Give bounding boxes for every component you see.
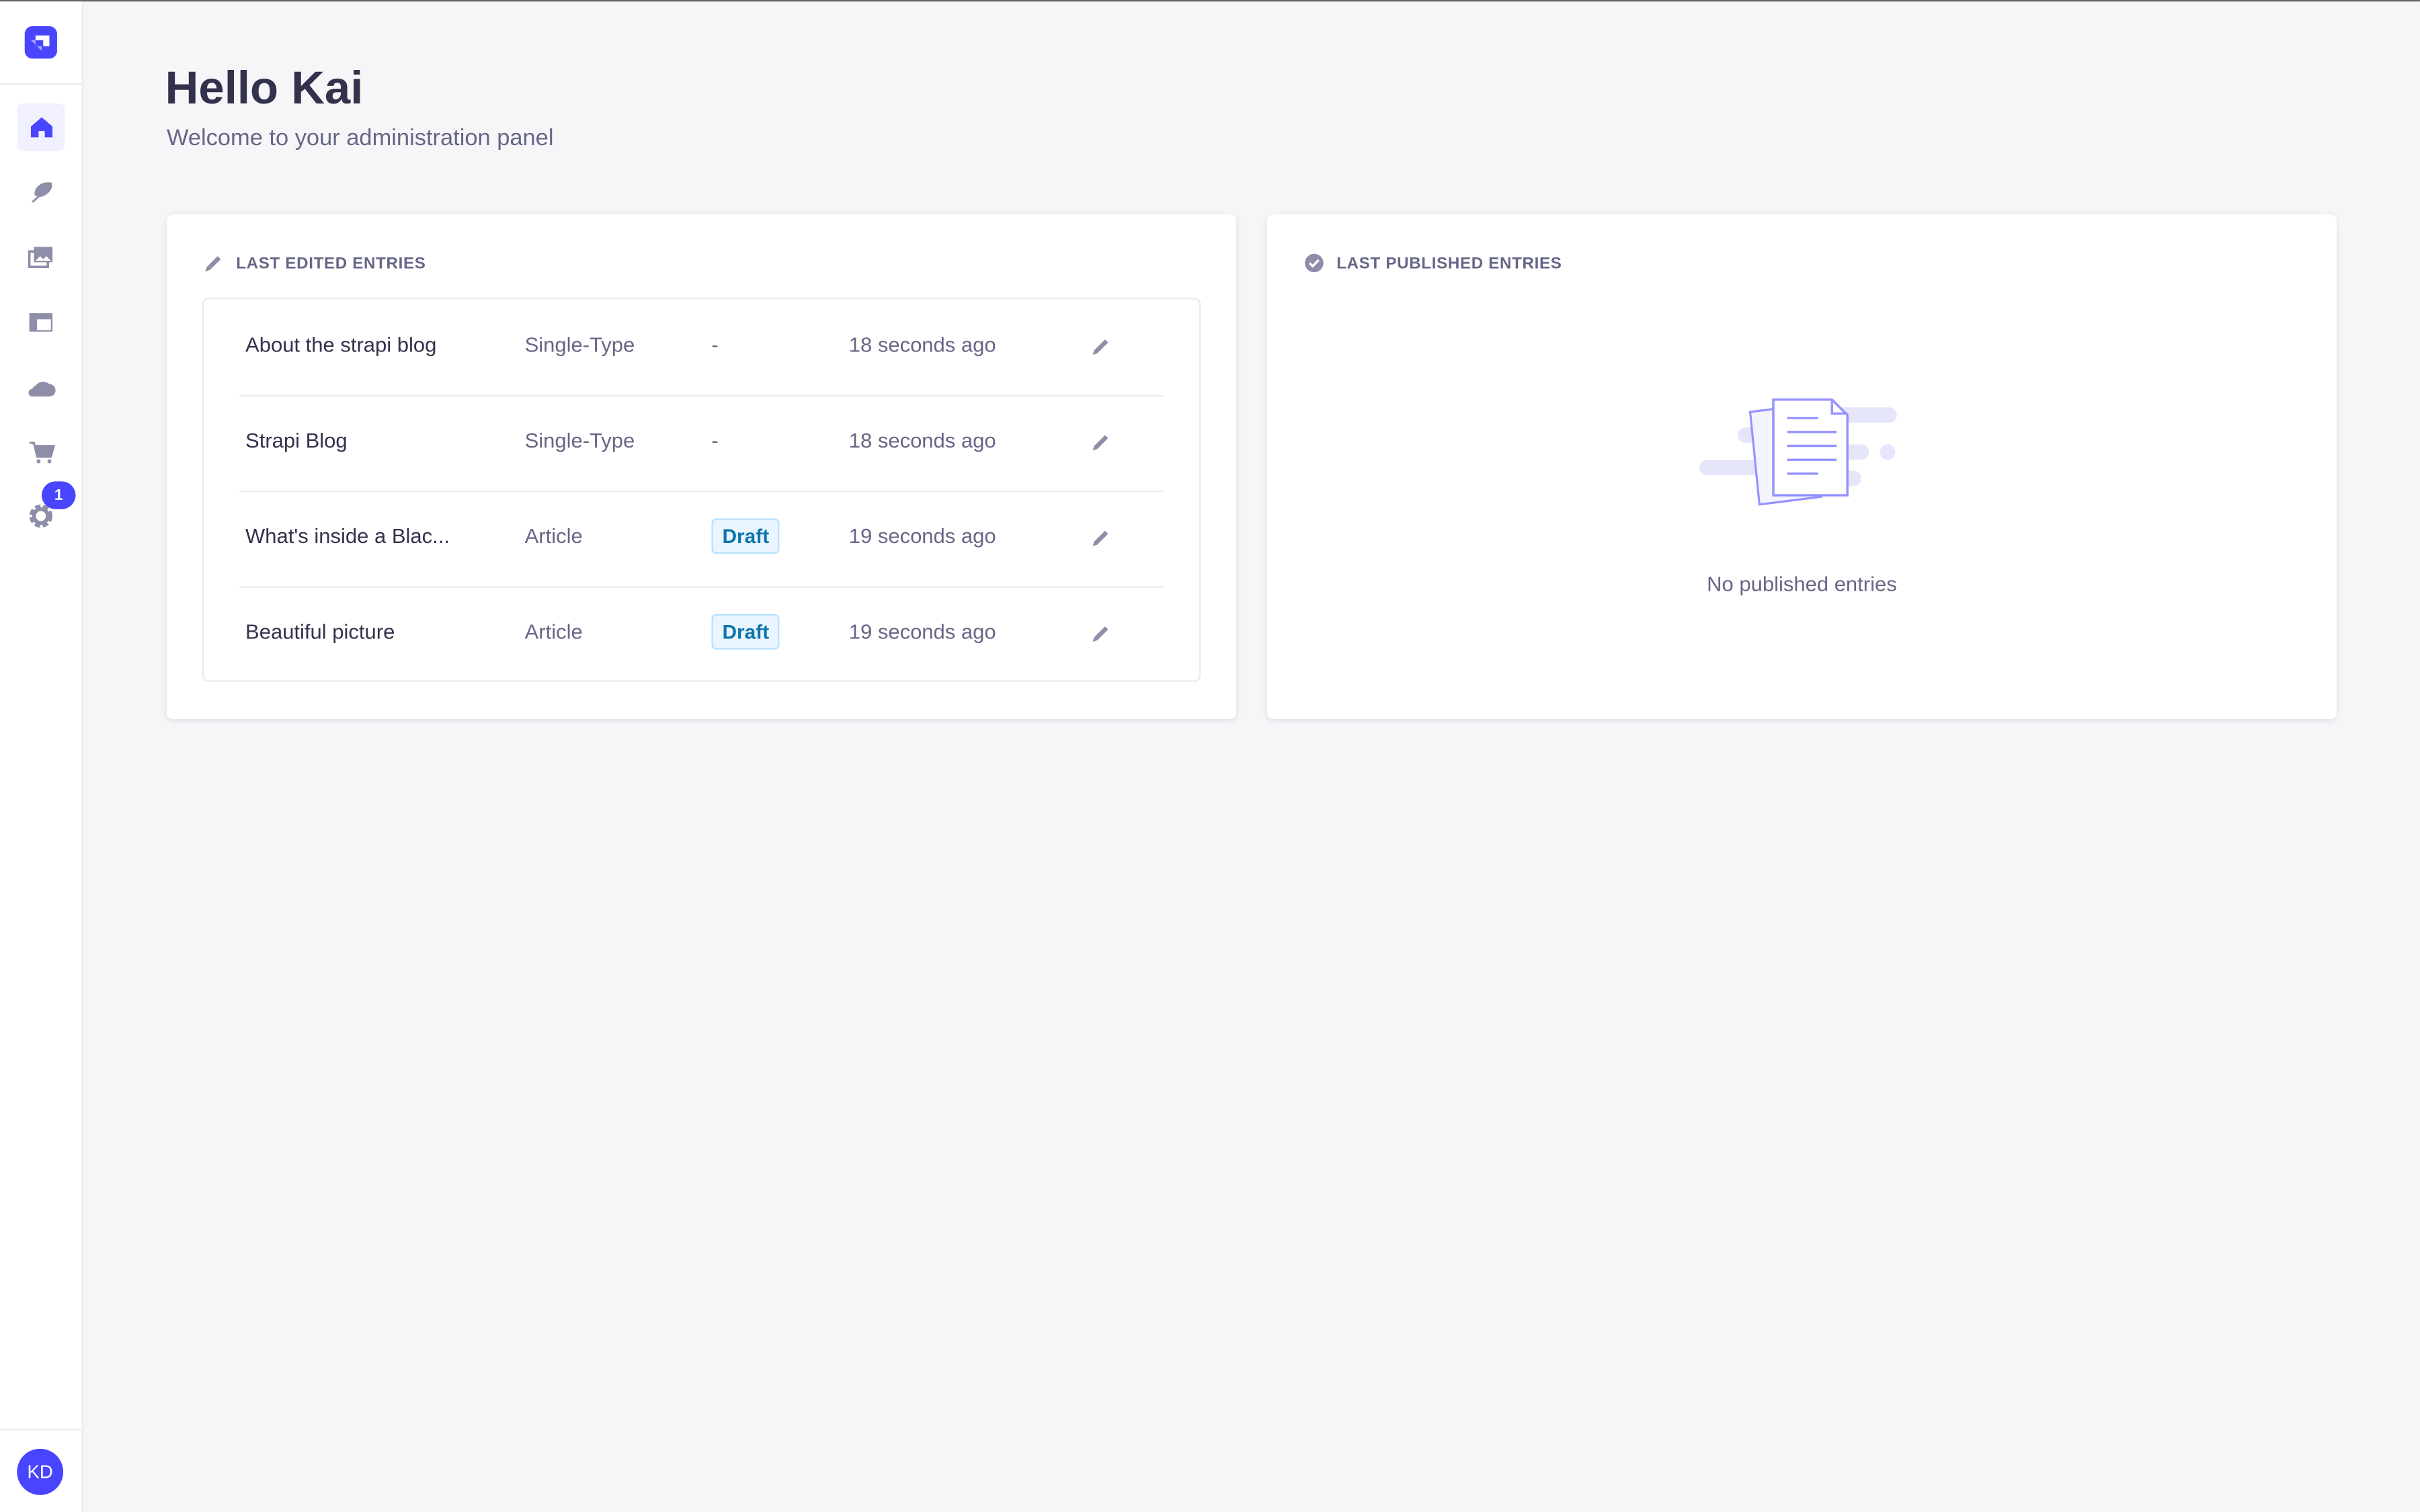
avatar[interactable]: KD: [17, 1448, 64, 1495]
page-subtitle: Welcome to your administration panel: [166, 124, 554, 151]
nav-cloud[interactable]: [17, 363, 65, 411]
card-title: LAST EDITED ENTRIES: [236, 253, 426, 273]
settings-notification-badge: 1: [41, 481, 76, 509]
edit-entry-button[interactable]: [1091, 624, 1111, 648]
entry-type: Article: [524, 524, 583, 548]
entry-status: -: [711, 429, 719, 452]
pencil-icon: [205, 256, 221, 272]
page-title: Hello Kai: [165, 63, 364, 114]
pencil-icon: [1092, 626, 1108, 642]
table-row[interactable]: What's inside a Blac... Article Draft 19…: [239, 491, 1164, 588]
table-row[interactable]: About the strapi blog Single-Type - 18 s…: [239, 299, 1164, 397]
entry-type: Single-Type: [524, 333, 635, 357]
check-circle-icon: [1305, 253, 1324, 273]
cloud-icon: [28, 380, 55, 396]
nav-media-library[interactable]: [17, 233, 65, 281]
entry-name: Strapi Blog: [245, 429, 348, 452]
divider: [0, 83, 82, 85]
card-title: LAST PUBLISHED ENTRIES: [1336, 253, 1562, 273]
strapi-logo[interactable]: [24, 26, 57, 59]
edit-entry-button[interactable]: [1091, 432, 1111, 457]
last-edited-entries-card: LAST EDITED ENTRIES About the strapi blo…: [166, 214, 1237, 719]
entries-table: About the strapi blog Single-Type - 18 s…: [202, 298, 1201, 682]
nav-content-manager[interactable]: [17, 168, 65, 216]
last-published-entries-card: LAST PUBLISHED ENTRIES No published entr…: [1266, 214, 2337, 719]
status-badge: Draft: [711, 518, 780, 554]
card-header: LAST EDITED ENTRIES: [204, 253, 426, 274]
entry-type: Article: [524, 620, 583, 644]
entry-updated-time: 18 seconds ago: [848, 429, 996, 452]
entry-status: -: [711, 333, 719, 357]
entry-updated-time: 19 seconds ago: [848, 620, 996, 644]
sidebar: 1 KD: [0, 1, 83, 1512]
pencil-icon: [1092, 530, 1108, 546]
table-row[interactable]: Strapi Blog Single-Type - 18 seconds ago: [239, 395, 1164, 493]
cart-icon: [28, 441, 55, 463]
divider: [0, 1429, 82, 1431]
entry-name: About the strapi blog: [245, 333, 437, 357]
table-row[interactable]: Beautiful picture Article Draft 19 secon…: [239, 586, 1164, 681]
feather-icon: [32, 182, 52, 203]
nav-home[interactable]: [17, 103, 65, 151]
card-header: LAST PUBLISHED ENTRIES: [1304, 253, 1562, 274]
gear-icon: [29, 504, 53, 528]
edit-entry-button[interactable]: [1091, 528, 1111, 552]
empty-state-text: No published entries: [1707, 572, 1897, 596]
entry-name: Beautiful picture: [245, 620, 395, 644]
pencil-icon: [1092, 339, 1108, 355]
edit-entry-button[interactable]: [1091, 337, 1111, 362]
home-icon: [30, 117, 52, 138]
images-icon: [28, 247, 53, 269]
documents-illustration: [1699, 398, 1897, 506]
nav-settings[interactable]: [17, 492, 65, 540]
nav-marketplace[interactable]: [17, 427, 65, 475]
entry-updated-time: 19 seconds ago: [848, 524, 996, 548]
entry-type: Single-Type: [524, 429, 635, 452]
status-badge: Draft: [711, 614, 780, 650]
entry-name: What's inside a Blac...: [245, 524, 450, 548]
pencil-icon: [1092, 435, 1108, 451]
layout-icon: [29, 312, 53, 331]
nav-content-type-builder[interactable]: [17, 298, 65, 345]
entry-updated-time: 18 seconds ago: [848, 333, 996, 357]
